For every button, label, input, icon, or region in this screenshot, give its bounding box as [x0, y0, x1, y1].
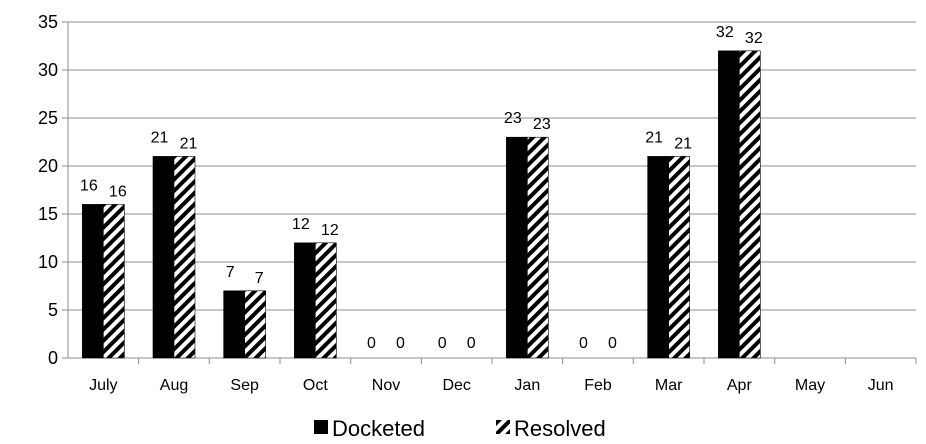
bar-docketed-apr [718, 51, 739, 358]
bar-resolved-apr [739, 51, 760, 358]
data-label-docketed-sep: 7 [226, 264, 235, 281]
data-label-resolved-dec: 0 [467, 335, 476, 352]
x-category-label-nov: Nov [372, 377, 400, 394]
bar-resolved-aug [174, 156, 195, 358]
data-label-docketed-feb: 0 [579, 335, 588, 352]
data-label-resolved-sep: 7 [255, 270, 264, 287]
x-category-label-aug: Aug [160, 377, 188, 394]
data-label-resolved-apr: 32 [745, 30, 763, 47]
x-category-label-feb: Feb [584, 377, 612, 394]
legend-label-resolved: Resolved [514, 416, 606, 441]
data-label-resolved-aug: 21 [180, 135, 198, 152]
x-category-label-sep: Sep [230, 377, 259, 394]
bar-docketed-oct [294, 243, 315, 358]
y-tick-label-30: 30 [38, 60, 58, 80]
data-label-docketed-july: 16 [80, 177, 98, 194]
data-label-docketed-aug: 21 [151, 129, 169, 146]
y-tick-label-15: 15 [38, 204, 58, 224]
data-label-resolved-feb: 0 [608, 335, 617, 352]
bars [82, 51, 760, 358]
bar-resolved-sep [245, 291, 266, 358]
legend-swatch-docketed [314, 420, 328, 434]
bar-resolved-mar [669, 156, 690, 358]
bar-docketed-jan [506, 137, 527, 358]
data-label-docketed-mar: 21 [645, 129, 663, 146]
bar-resolved-jan [527, 137, 548, 358]
x-category-label-oct: Oct [303, 377, 328, 394]
x-axis-category-labels: July Aug Sep Oct Nov Dec Jan Feb Mar Apr May Jun [89, 377, 893, 394]
data-label-docketed-dec: 0 [438, 335, 447, 352]
y-tick-label-10: 10 [38, 252, 58, 272]
y-tick-label-25: 25 [38, 108, 58, 128]
data-label-docketed-nov: 0 [367, 335, 376, 352]
data-label-docketed-oct: 12 [292, 216, 310, 233]
data-label-resolved-oct: 12 [321, 222, 339, 239]
legend-label-docketed: Docketed [332, 416, 425, 441]
legend: Docketed Resolved [314, 416, 606, 441]
x-category-label-apr: Apr [727, 377, 753, 394]
data-label-resolved-july: 16 [109, 183, 127, 200]
data-label-resolved-jan: 23 [533, 116, 551, 133]
bar-resolved-july [103, 204, 124, 358]
bar-resolved-oct [315, 243, 336, 358]
data-label-resolved-nov: 0 [396, 335, 405, 352]
x-category-label-jun: Jun [868, 377, 894, 394]
y-tick-label-35: 35 [38, 12, 58, 32]
legend-swatch-resolved [496, 420, 510, 434]
y-tick-label-5: 5 [48, 300, 58, 320]
y-axis-tick-labels: 0 5 10 15 20 25 30 35 [38, 12, 58, 368]
bar-docketed-mar [648, 156, 669, 358]
y-tick-label-0: 0 [48, 348, 58, 368]
x-category-label-may: May [795, 377, 825, 394]
bar-docketed-july [82, 204, 103, 358]
data-label-resolved-mar: 21 [674, 135, 692, 152]
x-category-label-mar: Mar [655, 377, 683, 394]
x-category-label-jan: Jan [514, 377, 540, 394]
y-tick-label-20: 20 [38, 156, 58, 176]
bar-docketed-aug [153, 156, 174, 358]
data-label-docketed-jan: 23 [504, 110, 522, 127]
bar-docketed-sep [224, 291, 245, 358]
data-label-docketed-apr: 32 [716, 24, 734, 41]
x-category-label-july: July [89, 377, 117, 394]
x-category-label-dec: Dec [442, 377, 470, 394]
